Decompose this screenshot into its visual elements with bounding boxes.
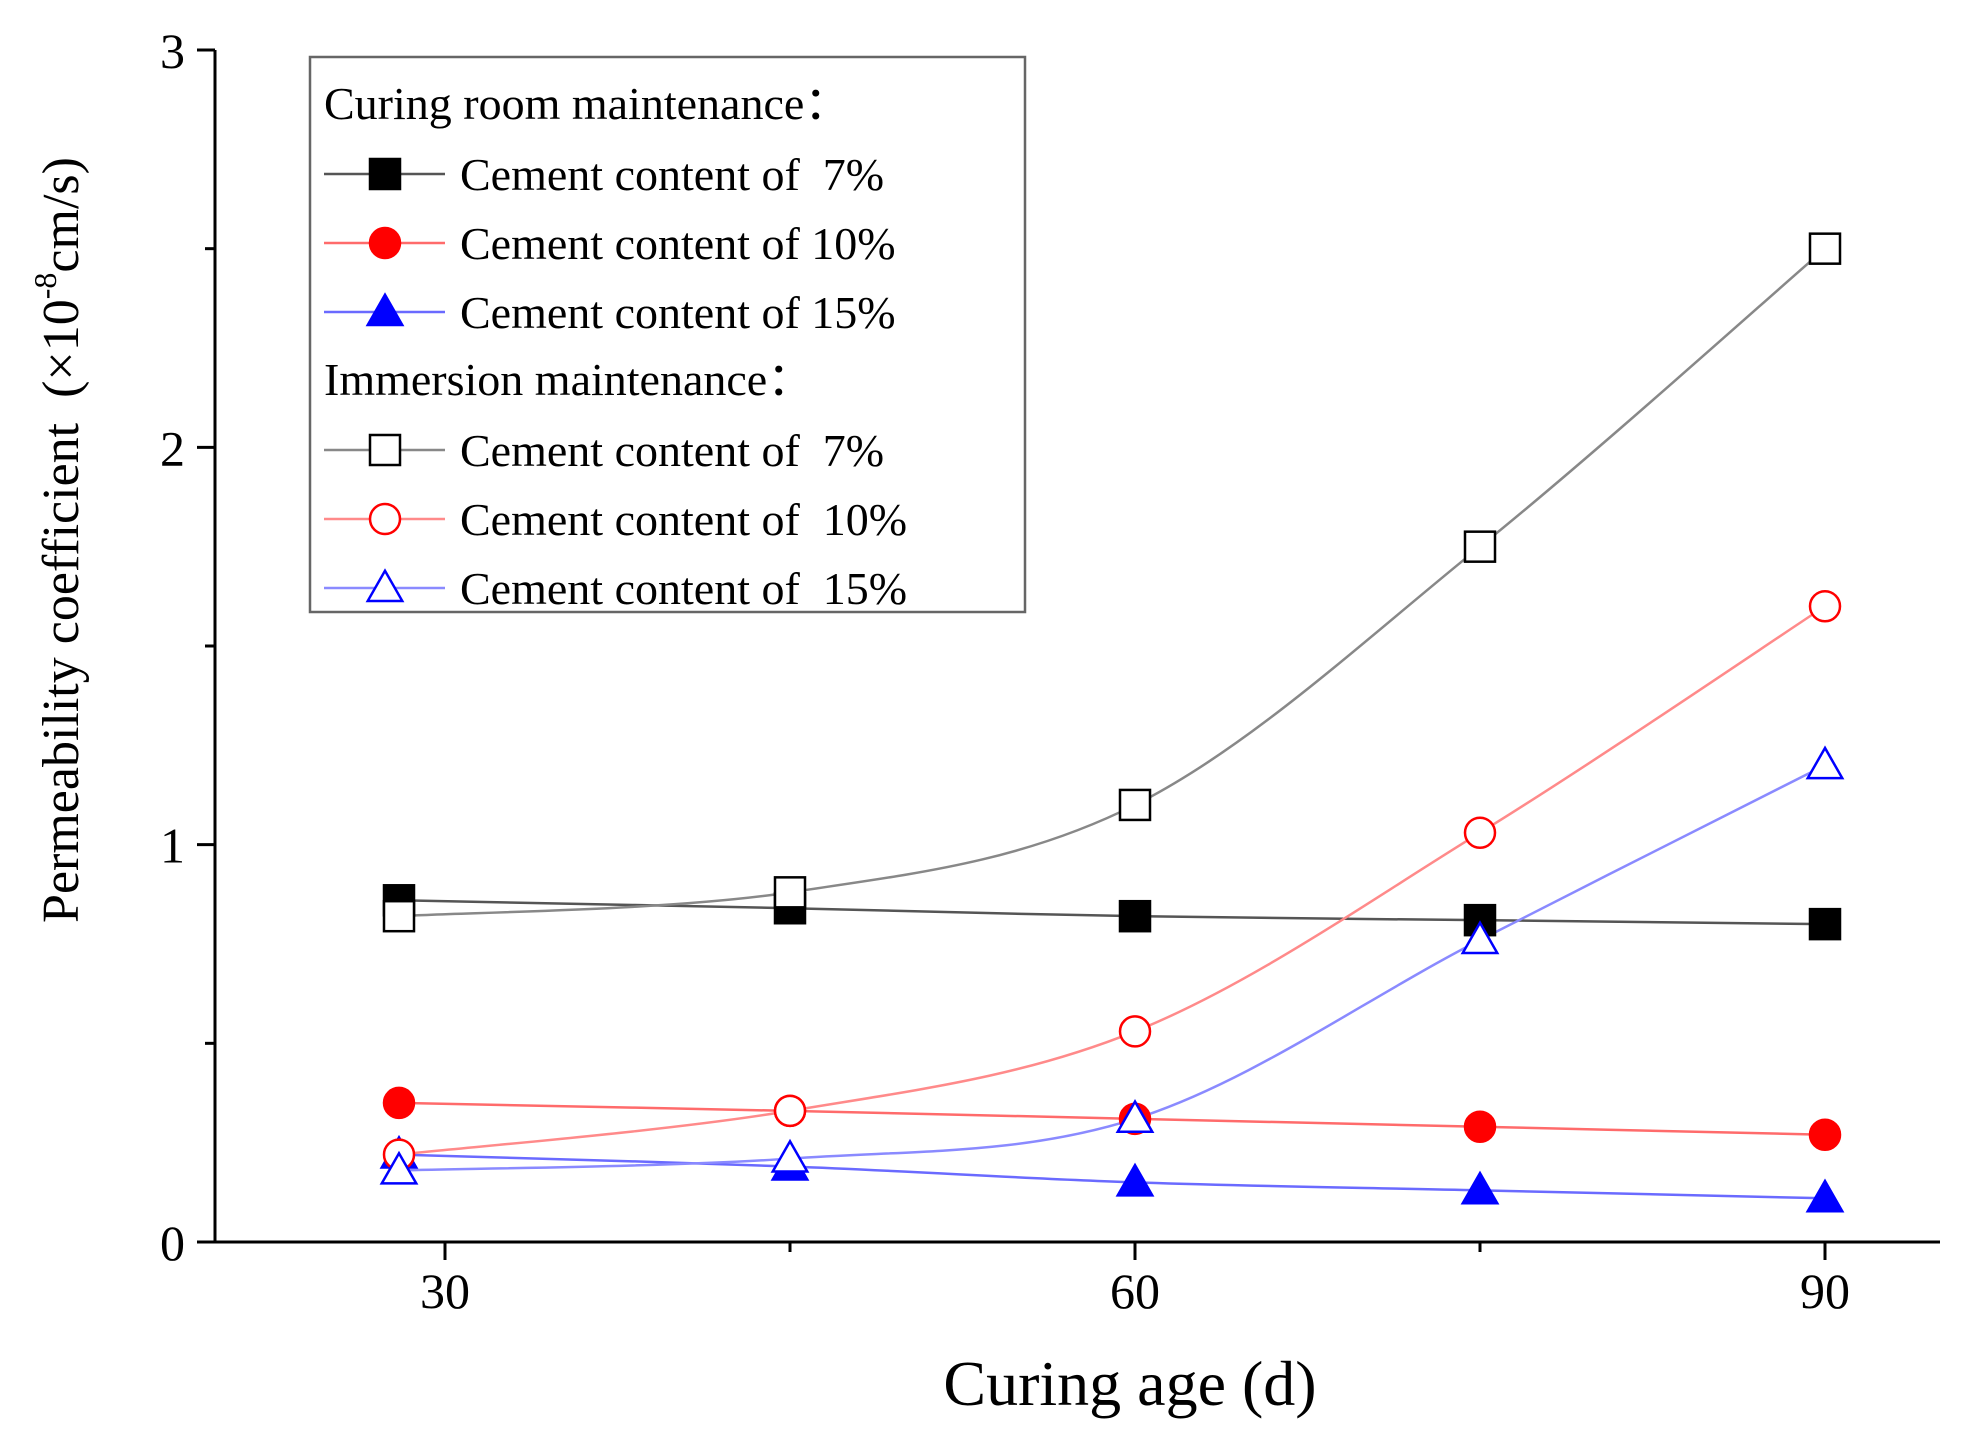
data-point-series-5-4 [1805, 745, 1845, 780]
data-point-series-4-3 [1463, 816, 1497, 849]
x-axis-label: Curing age (d) [943, 1348, 1316, 1419]
data-point-series-4-2 [1118, 1015, 1152, 1048]
legend-marker-2 [365, 292, 405, 327]
data-point-series-0-4 [1808, 907, 1842, 941]
data-point-series-3-2 [1118, 788, 1152, 822]
y-axis-label-unit-prefix: (×10 [33, 299, 90, 398]
legend-heading-0: Curing room maintenance： [324, 78, 850, 129]
data-point-series-3-4 [1808, 232, 1842, 265]
y-axis-label: Permeability coefficient (×10-8cm/s) [27, 157, 90, 923]
x-tick-label: 90 [1800, 1263, 1850, 1319]
y-axis-label-main: Permeability coefficient [33, 422, 90, 923]
data-point-series-5-2 [1115, 1099, 1155, 1134]
data-point-series-5-1 [770, 1138, 810, 1173]
legend-label-2: Cement content of 15% [460, 287, 896, 338]
data-point-series-1-4 [1808, 1118, 1842, 1151]
data-point-series-1-0 [382, 1086, 416, 1120]
legend: Curing room maintenance： Cement content o… [308, 55, 1027, 614]
y-tick-label: 3 [160, 23, 185, 79]
data-point-series-2-2 [1115, 1162, 1155, 1197]
legend-heading-1: Immersion maintenance： [324, 354, 813, 405]
data-point-series-0-2 [1118, 899, 1152, 933]
data-point-series-3-0 [382, 899, 416, 933]
legend-marker-4 [368, 502, 402, 536]
legend-marker-0 [368, 157, 402, 191]
legend-label-5: Cement content of 15% [460, 563, 907, 614]
data-point-series-2-3 [1460, 1170, 1500, 1205]
data-point-series-4-4 [1808, 590, 1842, 623]
y-tick-label: 2 [160, 420, 185, 476]
data-point-series-3-1 [773, 876, 807, 909]
y-axis-label-unit-suffix: cm/s) [33, 157, 90, 273]
axes: 0 1 2 3 30 60 90 [160, 23, 1940, 1319]
series-line-4 [398, 605, 1826, 1156]
data-point-series-5-0 [379, 1150, 419, 1185]
legend-label-3: Cement content of 7% [460, 425, 884, 476]
legend-label-1: Cement content of 10% [460, 218, 896, 269]
series-line-5 [398, 764, 1826, 1172]
y-axis-label-unit-exp: -8 [27, 273, 63, 300]
x-tick-label: 30 [420, 1263, 470, 1319]
x-tick-label: 60 [1110, 1263, 1160, 1319]
data-point-series-2-4 [1805, 1178, 1845, 1213]
legend-marker-1 [368, 226, 402, 260]
legend-marker-5 [365, 568, 405, 603]
data-point-series-1-3 [1463, 1110, 1497, 1144]
series-line-0 [398, 899, 1826, 926]
legend-label-0: Cement content of 7% [460, 149, 884, 200]
data-point-series-4-1 [773, 1094, 807, 1128]
series-line-2 [398, 1153, 1826, 1200]
data-point-series-5-3 [1460, 920, 1500, 955]
data-point-series-3-3 [1463, 530, 1497, 563]
series-line-1 [398, 1101, 1826, 1136]
legend-marker-3 [368, 433, 402, 467]
series-markers [379, 232, 1845, 1213]
legend-label-4: Cement content of 10% [460, 494, 907, 545]
legend-box [308, 55, 1027, 614]
y-tick-label: 1 [160, 818, 185, 874]
y-tick-label: 0 [160, 1215, 185, 1271]
series-line-3 [398, 247, 1826, 918]
